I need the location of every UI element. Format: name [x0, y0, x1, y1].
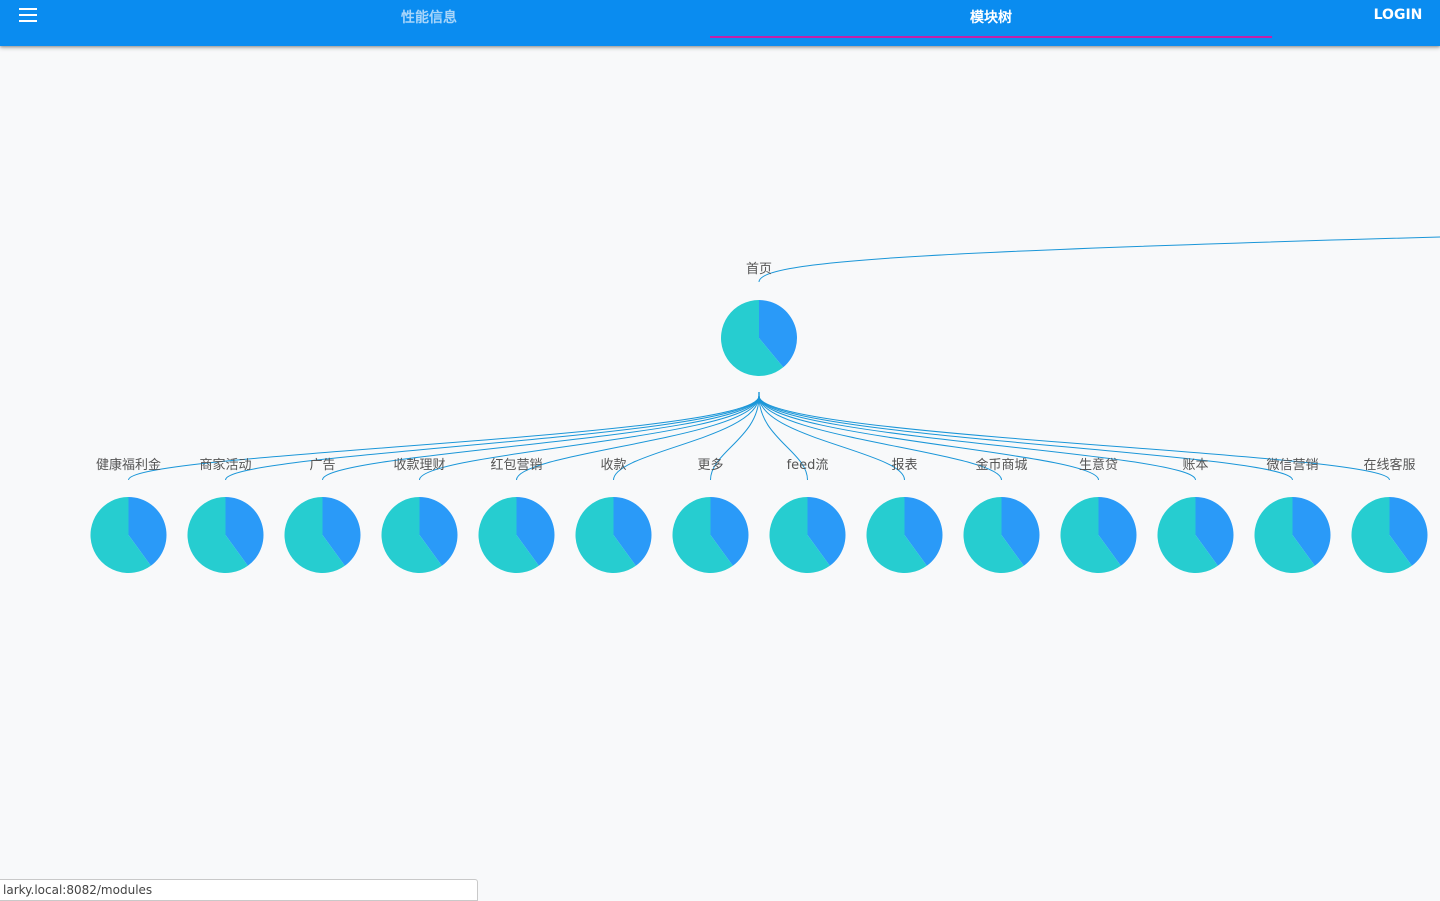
tree-node-child[interactable]: 收款理财	[382, 458, 458, 573]
tree-node-child[interactable]: 广告	[285, 458, 361, 573]
node-label: 微信营销	[1266, 458, 1318, 473]
node-label: 收款理财	[393, 458, 445, 473]
node-label: 商家活动	[199, 457, 251, 473]
node-label: 生意贷	[1079, 457, 1118, 473]
node-label: 更多	[697, 457, 723, 473]
tree-node-child[interactable]: 报表	[867, 458, 943, 573]
tree-link-parent	[759, 237, 1440, 282]
node-label: 收款	[600, 458, 626, 473]
node-label: 健康福利金	[96, 457, 161, 473]
tree-node-child[interactable]: 在线客服	[1352, 457, 1428, 573]
tab-performance-info[interactable]: 性能信息	[148, 0, 710, 46]
node-label: 红包营销	[490, 457, 542, 473]
child-pie-chart	[1158, 497, 1234, 573]
child-pie-chart	[285, 497, 361, 573]
node-label: 报表	[891, 458, 917, 473]
node-label: feed流	[787, 458, 829, 473]
tree-node-child[interactable]: 健康福利金	[91, 457, 167, 573]
child-pie-chart	[1061, 497, 1137, 573]
active-tab-indicator	[710, 36, 1272, 38]
node-label: 在线客服	[1363, 457, 1415, 473]
child-pie-chart	[91, 497, 167, 573]
login-button[interactable]: LOGIN	[1360, 0, 1436, 32]
node-label: 首页	[746, 262, 772, 277]
child-pie-chart	[576, 497, 652, 573]
tree-node-child[interactable]: 金币商城	[964, 457, 1040, 573]
menu-button[interactable]	[13, 4, 43, 26]
child-pie-chart	[1352, 497, 1428, 573]
child-pie-chart	[673, 497, 749, 573]
tree-node-child[interactable]: 红包营销	[479, 457, 555, 573]
tree-node-child[interactable]: 微信营销	[1255, 458, 1331, 573]
node-label: 金币商城	[975, 457, 1027, 473]
status-bar-url: larky.local:8082/modules	[0, 879, 478, 901]
node-label: 广告	[309, 458, 335, 473]
tab-module-tree[interactable]: 模块树	[710, 0, 1272, 46]
app-bar: 性能信息 模块树 LOGIN	[0, 0, 1440, 46]
tree-node-child[interactable]: 商家活动	[188, 457, 264, 573]
tree-node-child[interactable]: 更多	[673, 457, 749, 573]
tree-node-child[interactable]: 收款	[576, 458, 652, 573]
tree-node-root[interactable]: 首页	[721, 262, 797, 376]
child-pie-chart	[964, 497, 1040, 573]
child-pie-chart	[770, 497, 846, 573]
child-pie-chart	[382, 497, 458, 573]
node-label: 账本	[1182, 458, 1208, 473]
child-pie-chart	[479, 497, 555, 573]
hamburger-menu-icon	[13, 4, 43, 26]
child-pie-chart	[867, 497, 943, 573]
tree-node-child[interactable]: 生意贷	[1061, 457, 1137, 573]
root-pie-chart	[721, 300, 797, 376]
child-pie-chart	[188, 497, 264, 573]
tree-node-child[interactable]: 账本	[1158, 458, 1234, 573]
child-pie-chart	[1255, 497, 1331, 573]
